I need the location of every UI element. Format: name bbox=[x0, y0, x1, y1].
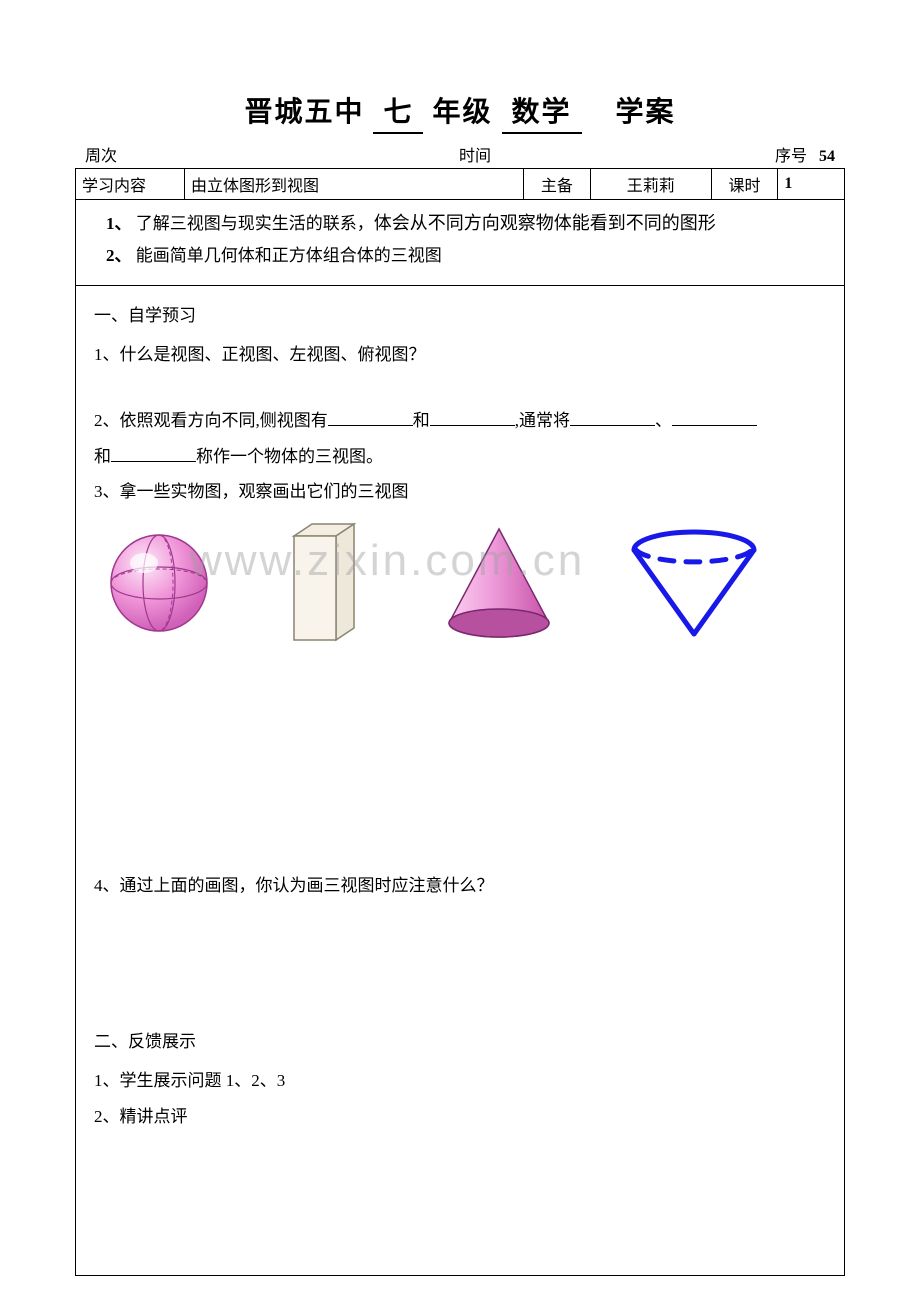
serial-label: 序号 bbox=[775, 148, 807, 165]
blank-field bbox=[570, 407, 655, 426]
header-row: 周次 时间 序号 54 bbox=[75, 142, 845, 166]
obj1-num: 1、 bbox=[106, 214, 132, 233]
main-prep-label: 主备 bbox=[524, 169, 591, 200]
question-2-cont: 和 称作一个物体的三视图。 bbox=[94, 439, 826, 475]
obj2-num: 2、 bbox=[106, 246, 132, 265]
obj1-text-b: 体会从不同方向观察物体能看到不同的图形 bbox=[374, 213, 716, 233]
shapes-row bbox=[94, 510, 826, 658]
title-school: 晋城五中 bbox=[244, 97, 364, 128]
document-title: 晋城五中 七 年级 数学 学案 bbox=[75, 90, 845, 134]
study-content-value: 由立体图形到视图 bbox=[184, 169, 523, 200]
q2-part-b: 和 bbox=[413, 411, 430, 430]
study-content-label: 学习内容 bbox=[76, 169, 185, 200]
section2-line1: 1、学生展示问题 1、2、3 bbox=[94, 1063, 826, 1099]
info-table: 学习内容 由立体图形到视图 主备 王莉莉 课时 1 bbox=[75, 168, 845, 200]
title-subject: 数学 bbox=[512, 97, 572, 128]
blank-field bbox=[430, 407, 515, 426]
q2-part-e: 和 bbox=[94, 447, 111, 466]
period-value: 1 bbox=[778, 169, 845, 200]
blank-field bbox=[328, 407, 413, 426]
obj2-text: 能画简单几何体和正方体组合体的三视图 bbox=[136, 246, 442, 265]
title-doctype: 学案 bbox=[616, 97, 676, 128]
title-grade-suffix: 年级 bbox=[432, 97, 492, 128]
question-1: 1、什么是视图、正视图、左视图、俯视图？ bbox=[94, 337, 826, 373]
sphere-shape bbox=[104, 528, 214, 638]
q2-part-a: 2、依照观看方向不同,侧视图有 bbox=[94, 411, 328, 430]
funnel-shape bbox=[624, 526, 764, 641]
q2-part-f: 称作一个物体的三视图。 bbox=[196, 447, 383, 466]
section2-line2: 2、精讲点评 bbox=[94, 1099, 826, 1135]
question-3: 3、拿一些实物图，观察画出它们的三视图 bbox=[94, 474, 826, 510]
main-prep-value: 王莉莉 bbox=[590, 169, 711, 200]
table-row: 学习内容 由立体图形到视图 主备 王莉莉 课时 1 bbox=[76, 169, 845, 200]
time-label: 时间 bbox=[265, 142, 685, 166]
section1-heading: 一、自学预习 bbox=[94, 298, 826, 334]
cuboid-shape bbox=[274, 518, 374, 648]
blank-field bbox=[111, 443, 196, 462]
week-label: 周次 bbox=[85, 142, 265, 166]
main-body: 一、自学预习 1、什么是视图、正视图、左视图、俯视图？ 2、依照观看方向不同,侧… bbox=[75, 286, 845, 1276]
obj1-text-a: 了解三视图与现实生活的联系， bbox=[136, 214, 374, 233]
title-grade: 七 bbox=[383, 97, 413, 128]
period-label: 课时 bbox=[711, 169, 778, 200]
question-2: 2、依照观看方向不同,侧视图有 和 ,通常将 、 bbox=[94, 403, 826, 439]
section2-heading: 二、反馈展示 bbox=[94, 1024, 826, 1060]
question-4: 4、通过上面的画图，你认为画三视图时应注意什么？ bbox=[94, 868, 826, 904]
objectives-block: 1、 了解三视图与现实生活的联系，体会从不同方向观察物体能看到不同的图形 2、 … bbox=[75, 200, 845, 286]
cone-shape bbox=[434, 523, 564, 643]
q2-part-c: ,通常将 bbox=[515, 411, 570, 430]
blank-field bbox=[672, 407, 757, 426]
q2-part-d: 、 bbox=[655, 411, 672, 430]
serial-value: 54 bbox=[819, 148, 835, 165]
